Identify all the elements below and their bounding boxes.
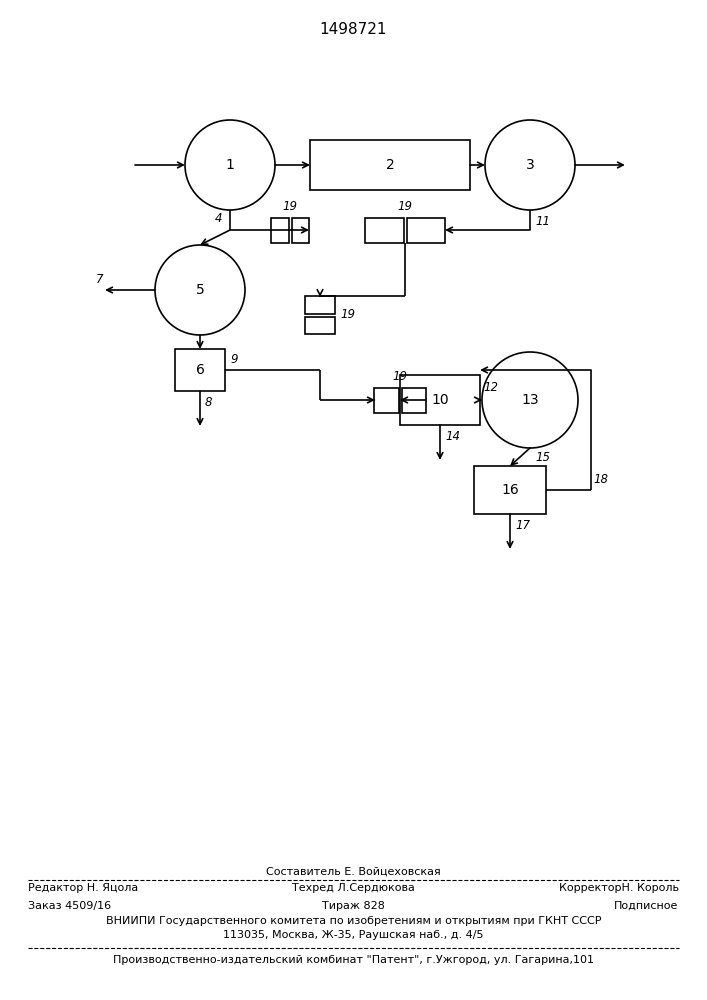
Text: 1498721: 1498721 — [320, 22, 387, 37]
Text: 16: 16 — [501, 483, 519, 497]
Bar — [271, 218, 288, 242]
Text: 19: 19 — [397, 200, 412, 213]
Bar — [374, 387, 399, 412]
Text: 11: 11 — [535, 215, 550, 228]
Text: 5: 5 — [196, 283, 204, 297]
Bar — [402, 387, 426, 412]
Text: 12: 12 — [483, 381, 498, 394]
Text: Техред Л.Сердюкова: Техред Л.Сердюкова — [292, 883, 415, 893]
Bar — [407, 218, 445, 242]
Text: 17: 17 — [515, 519, 530, 532]
Bar — [291, 218, 309, 242]
Text: 2: 2 — [385, 158, 395, 172]
Bar — [305, 296, 335, 314]
Bar — [400, 375, 480, 425]
Text: ВНИИПИ Государственного комитета по изобретениям и открытиям при ГКНТ СССР: ВНИИПИ Государственного комитета по изоб… — [106, 916, 601, 926]
Text: 8: 8 — [205, 396, 213, 409]
Text: 113035, Москва, Ж-35, Раушская наб., д. 4/5: 113035, Москва, Ж-35, Раушская наб., д. … — [223, 930, 484, 940]
Text: 19: 19 — [340, 308, 355, 322]
Bar — [365, 218, 404, 242]
Text: 14: 14 — [445, 430, 460, 443]
Text: Тираж 828: Тираж 828 — [322, 901, 385, 911]
Text: 19: 19 — [283, 200, 298, 213]
Text: 6: 6 — [196, 363, 204, 377]
Text: Подписное: Подписное — [614, 901, 679, 911]
Bar — [175, 349, 225, 391]
Text: 7: 7 — [95, 273, 103, 286]
Bar — [305, 316, 335, 334]
Text: 19: 19 — [392, 369, 407, 382]
Text: Редактор Н. Яцола: Редактор Н. Яцола — [28, 883, 139, 893]
Text: Заказ 4509/16: Заказ 4509/16 — [28, 901, 112, 911]
Text: Составитель Е. Войцеховская: Составитель Е. Войцеховская — [266, 867, 441, 877]
Text: 13: 13 — [521, 393, 539, 407]
Text: КорректорН. Король: КорректорН. Король — [559, 883, 679, 893]
Text: 3: 3 — [525, 158, 534, 172]
Bar — [310, 140, 470, 190]
Text: 18: 18 — [593, 473, 608, 486]
Text: 1: 1 — [226, 158, 235, 172]
Text: 9: 9 — [230, 353, 238, 366]
Text: Производственно-издательский комбинат "Патент", г.Ужгород, ул. Гагарина,101: Производственно-издательский комбинат "П… — [113, 955, 594, 965]
Bar — [474, 466, 546, 514]
Text: 10: 10 — [431, 393, 449, 407]
Text: 15: 15 — [535, 451, 550, 464]
Text: 4: 4 — [214, 212, 222, 225]
